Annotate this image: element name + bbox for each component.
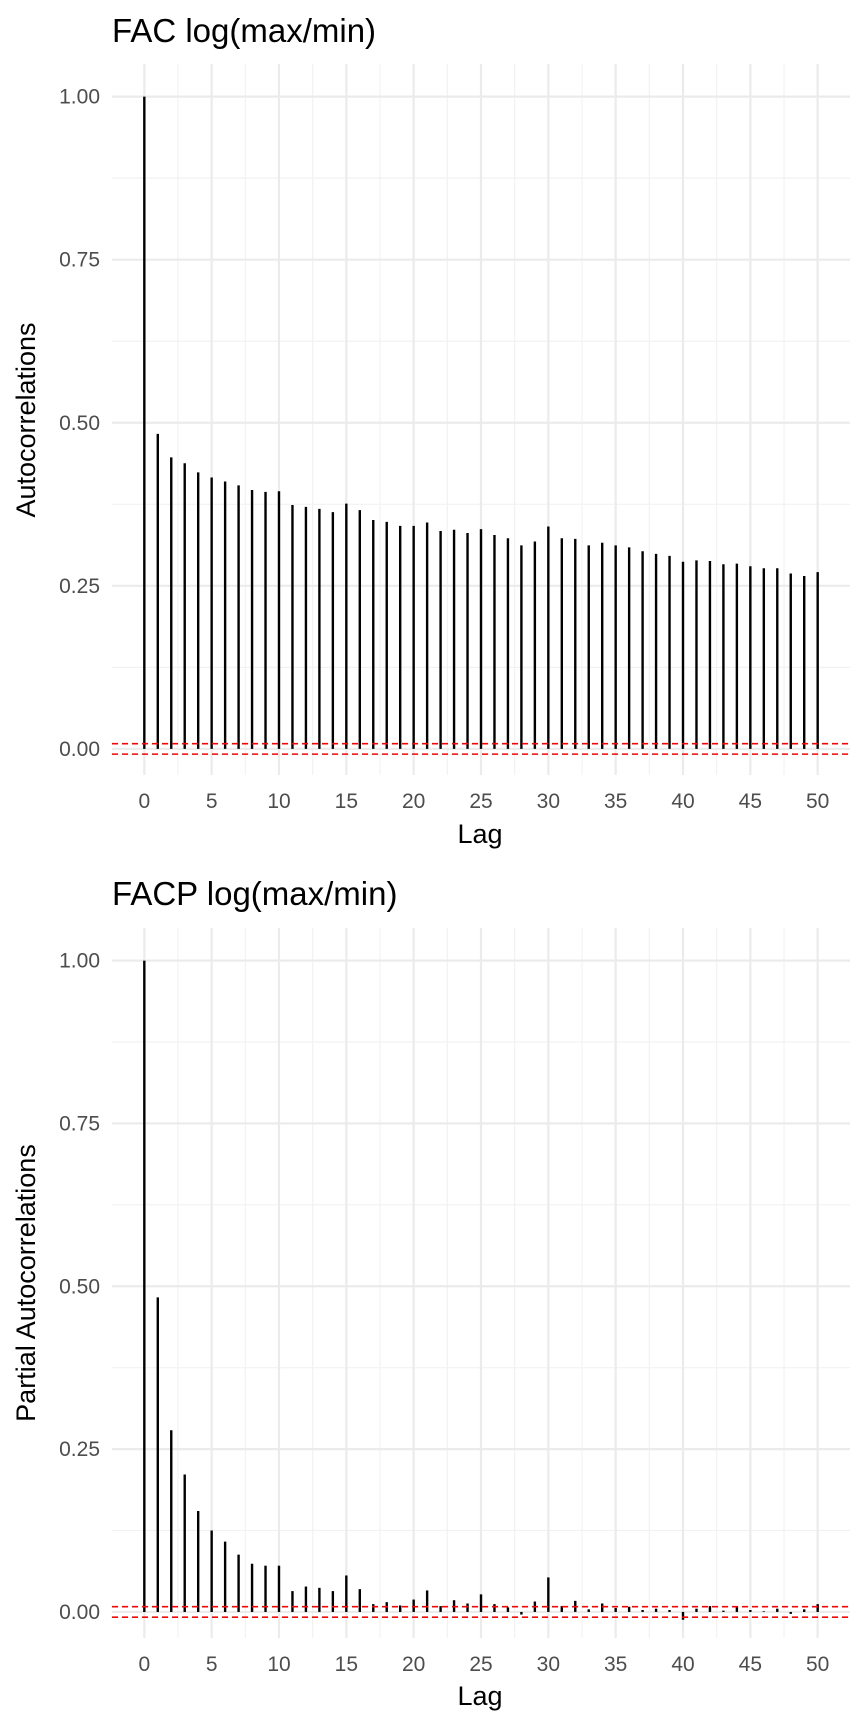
pacf-panel: FACP log(max/min) Partial Autocorrelatio… bbox=[11, 875, 850, 1711]
acf-x-tick-label: 45 bbox=[739, 790, 762, 813]
acf-panel: FAC log(max/min) Autocorrelations Lag 0 5… bbox=[11, 12, 850, 849]
pacf-x-tick-label: 50 bbox=[806, 1653, 829, 1676]
acf-y-tick-label: 1.00 bbox=[59, 86, 100, 109]
pacf-x-tick-label: 10 bbox=[267, 1653, 290, 1676]
pacf-x-tick-label: 15 bbox=[335, 1653, 358, 1676]
pacf-y-tick-label: 0.50 bbox=[59, 1275, 100, 1298]
pacf-x-tick-label: 0 bbox=[138, 1653, 150, 1676]
pacf-x-tick-label: 5 bbox=[206, 1653, 218, 1676]
acf-x-tick-label: 25 bbox=[469, 790, 492, 813]
pacf-x-tick-label: 45 bbox=[739, 1653, 762, 1676]
acf-y-tick-label: 0.25 bbox=[59, 575, 100, 598]
pacf-y-axis-label: Partial Autocorrelations bbox=[11, 1144, 41, 1422]
pacf-y-tick-label: 1.00 bbox=[59, 950, 100, 973]
acf-x-tick-label: 15 bbox=[335, 790, 358, 813]
pacf-x-tick-label: 30 bbox=[537, 1653, 560, 1676]
pacf-x-tick-label: 25 bbox=[469, 1653, 492, 1676]
acf-x-axis-label: Lag bbox=[457, 819, 502, 849]
acf-x-tick-label: 35 bbox=[604, 790, 627, 813]
acf-x-tick-label: 10 bbox=[267, 790, 290, 813]
acf-plot-area: 0 5 10 15 20 25 30 35 40 45 50 0.00 0.25 0.50 0.75 1.00 bbox=[59, 64, 850, 813]
acf-y-axis-label: Autocorrelations bbox=[11, 322, 41, 517]
pacf-x-tick-label: 20 bbox=[402, 1653, 425, 1676]
pacf-y-tick-label: 0.00 bbox=[59, 1601, 100, 1624]
acf-title: FAC log(max/min) bbox=[112, 12, 376, 49]
acf-y-tick-label: 0.00 bbox=[59, 738, 100, 761]
pacf-x-tick-label: 35 bbox=[604, 1653, 627, 1676]
acf-x-tick-label: 30 bbox=[537, 790, 560, 813]
pacf-y-tick-label: 0.75 bbox=[59, 1112, 100, 1135]
acf-x-tick-label: 40 bbox=[671, 790, 694, 813]
pacf-y-tick-label: 0.25 bbox=[59, 1438, 100, 1461]
acf-y-tick-label: 0.50 bbox=[59, 412, 100, 435]
pacf-x-axis-label: Lag bbox=[457, 1681, 502, 1711]
acf-x-tick-label: 20 bbox=[402, 790, 425, 813]
acf-x-tick-label: 5 bbox=[206, 790, 218, 813]
pacf-x-tick-label: 40 bbox=[671, 1653, 694, 1676]
acf-y-tick-label: 0.75 bbox=[59, 249, 100, 272]
pacf-title: FACP log(max/min) bbox=[112, 875, 397, 912]
acf-x-tick-label: 50 bbox=[806, 790, 829, 813]
acf-x-tick-label: 0 bbox=[138, 790, 150, 813]
pacf-plot-area: 0 5 10 15 20 25 30 35 40 45 50 0.00 0.25 0.50 0.75 1.00 bbox=[59, 928, 850, 1676]
